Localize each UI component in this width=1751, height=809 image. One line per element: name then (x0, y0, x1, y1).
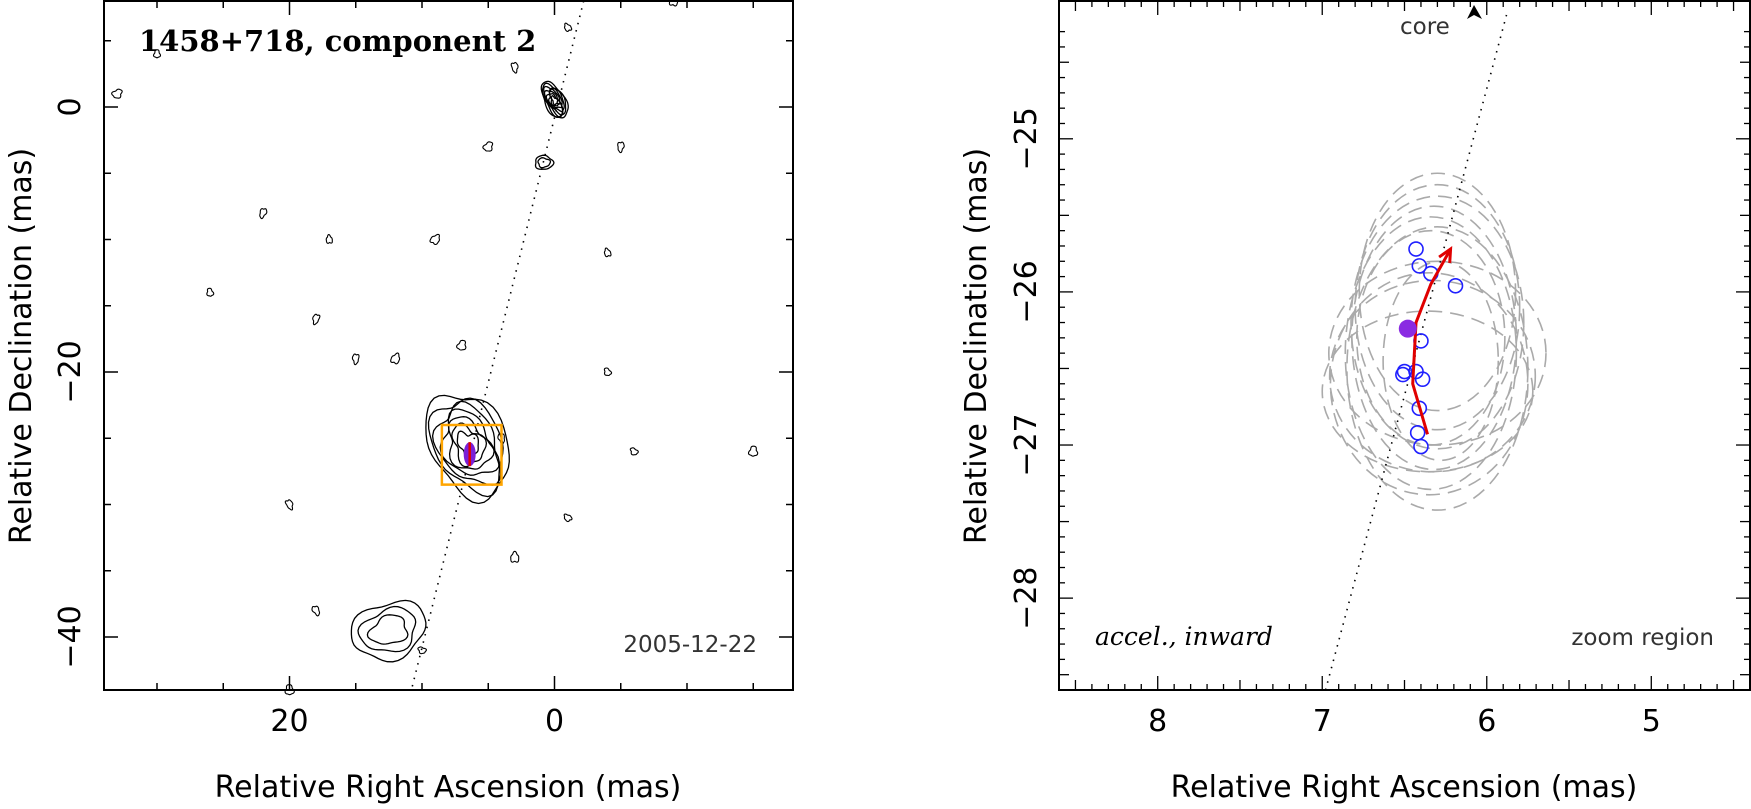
left-zoom-box (440, 423, 503, 486)
contour-level (425, 394, 510, 505)
left-ylabel: Relative Declination (mas) (4, 148, 39, 544)
noise-contour (456, 339, 467, 351)
contour-level (534, 154, 555, 170)
x-tick-label: 6 (1477, 704, 1496, 739)
epoch-circle (1396, 363, 1413, 380)
right-plot-frame (1058, 0, 1751, 691)
x-tick-label: 7 (1313, 704, 1332, 739)
epoch-circle (1408, 241, 1424, 257)
noise-contour (429, 233, 440, 246)
error-ellipse (1329, 271, 1529, 496)
left-plot-frame (103, 0, 794, 691)
left-contours (111, 0, 759, 696)
error-ellipse (1354, 183, 1521, 431)
noise-contour (563, 513, 573, 523)
contour-level (548, 90, 563, 109)
noise-contour (563, 22, 573, 32)
y-tick-label: −28 (1009, 566, 1044, 629)
noise-contour (284, 499, 294, 511)
y-tick-label: −27 (1009, 413, 1044, 476)
noise-contour (312, 313, 321, 326)
noise-contour (152, 49, 162, 59)
error-ellipse (1358, 172, 1517, 412)
noise-contour (417, 646, 427, 655)
left-title: 1458+718, component 2 (139, 24, 536, 58)
error-ellipse (1321, 310, 1534, 473)
y-tick-label: −26 (1009, 260, 1044, 323)
contour-level (451, 422, 488, 468)
right-panel: 8 7 6 5 −25 −26 −27 −28 core accel., inward zoo… (959, 0, 1751, 805)
noise-contour (510, 61, 519, 74)
contour-level (537, 157, 552, 169)
noise-contour (603, 247, 612, 258)
error-ellipse (1355, 229, 1506, 446)
zoom-region-label: zoom region (1571, 625, 1714, 651)
contour-level (427, 397, 504, 498)
y-tick-label: −25 (1009, 107, 1044, 170)
x-tick-label: 20 (270, 704, 308, 739)
noise-contour (111, 88, 123, 99)
noise-contour (668, 0, 679, 7)
noise-contour (747, 445, 759, 457)
left-panel: 20 0 0 −20 −40 1458+718, component 2 2005-12… (4, 0, 794, 805)
x-tick-label: 0 (545, 704, 564, 739)
core-direction-arrow-icon (1467, 5, 1482, 19)
right-ylabel: Relative Declination (mas) (959, 148, 994, 544)
right-xlabel: Relative Right Ascension (mas) (1171, 770, 1638, 805)
contour-level (357, 605, 417, 653)
contour-level (550, 94, 559, 106)
left-xlabel: Relative Right Ascension (mas) (215, 770, 682, 805)
core-label: core (1400, 14, 1450, 40)
epoch-circle (1409, 424, 1426, 441)
y-tick-label: 0 (53, 97, 88, 116)
noise-contour (617, 141, 625, 154)
y-tick-label: −40 (53, 605, 88, 668)
noise-contour (206, 287, 215, 297)
epoch-circle (1414, 371, 1431, 387)
right-error-ellipses (1321, 172, 1547, 511)
right-mean-position (1398, 319, 1417, 338)
accel-annotation: accel., inward (1095, 622, 1273, 651)
noise-contour (259, 208, 268, 220)
left-date: 2005-12-22 (623, 632, 757, 658)
epoch-circle (1413, 438, 1429, 455)
contour-level (540, 80, 569, 119)
contour-level (350, 599, 427, 663)
noise-contour (325, 234, 333, 244)
right-acceleration-path (1411, 248, 1452, 435)
error-ellipse (1344, 216, 1518, 491)
epoch-circle (1411, 258, 1428, 274)
noise-contour (311, 605, 321, 617)
right-jet-axis (1324, 14, 1508, 691)
left-ticks: 20 0 0 −20 −40 (53, 1, 793, 739)
epoch-circle (1447, 277, 1464, 294)
x-tick-label: 5 (1642, 704, 1661, 739)
noise-contour (629, 447, 639, 456)
contour-level (447, 416, 495, 470)
noise-contour (603, 367, 613, 377)
noise-contour (390, 352, 401, 365)
contour-level (366, 614, 409, 645)
y-tick-label: −20 (53, 340, 88, 403)
contour-level (456, 430, 479, 463)
right-ticks: 8 7 6 5 −25 −26 −27 −28 (1009, 1, 1750, 739)
x-tick-label: 8 (1148, 704, 1167, 739)
noise-contour (482, 141, 494, 152)
error-ellipse (1382, 260, 1500, 462)
noise-contour (497, 433, 505, 445)
path-arrowhead-icon (1438, 246, 1453, 264)
noise-contour (510, 550, 520, 563)
left-component-marker (463, 442, 476, 467)
noise-contour (351, 353, 360, 366)
right-epoch-positions (1395, 241, 1464, 455)
